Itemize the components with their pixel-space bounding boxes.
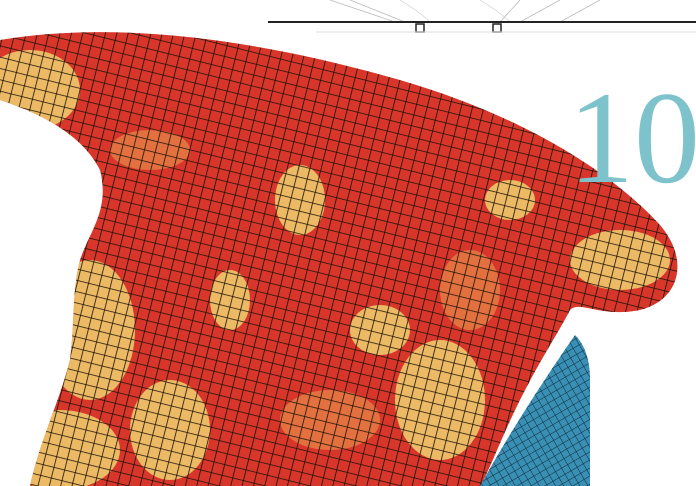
top-diagram	[268, 0, 696, 33]
page-number: 10	[568, 64, 696, 211]
